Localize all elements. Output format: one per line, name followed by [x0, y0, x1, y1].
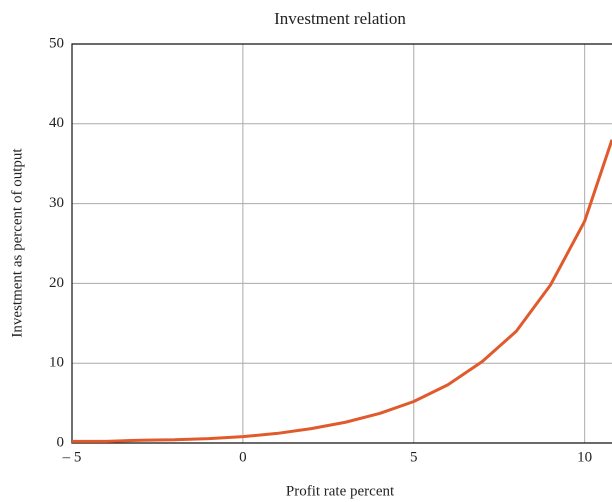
- x-tick-label: – 5: [62, 449, 82, 465]
- line-series: [72, 139, 612, 443]
- y-tick-label: 50: [49, 35, 64, 51]
- x-tick-label: 10: [577, 449, 592, 465]
- y-tick-label: 0: [57, 434, 65, 450]
- x-tick-label: 0: [239, 449, 247, 465]
- y-tick-label: 40: [49, 115, 64, 131]
- chart-title: Investment relation: [274, 9, 406, 28]
- plot-frame: [71, 43, 612, 444]
- y-tick-label: 10: [49, 355, 64, 371]
- x-axis-title: Profit rate percent: [286, 483, 395, 499]
- x-tick-label: 5: [410, 449, 418, 465]
- y-tick-label: 30: [49, 195, 64, 211]
- y-axis-title: Investment as percent of output: [9, 148, 25, 338]
- y-tick-label: 20: [49, 275, 64, 291]
